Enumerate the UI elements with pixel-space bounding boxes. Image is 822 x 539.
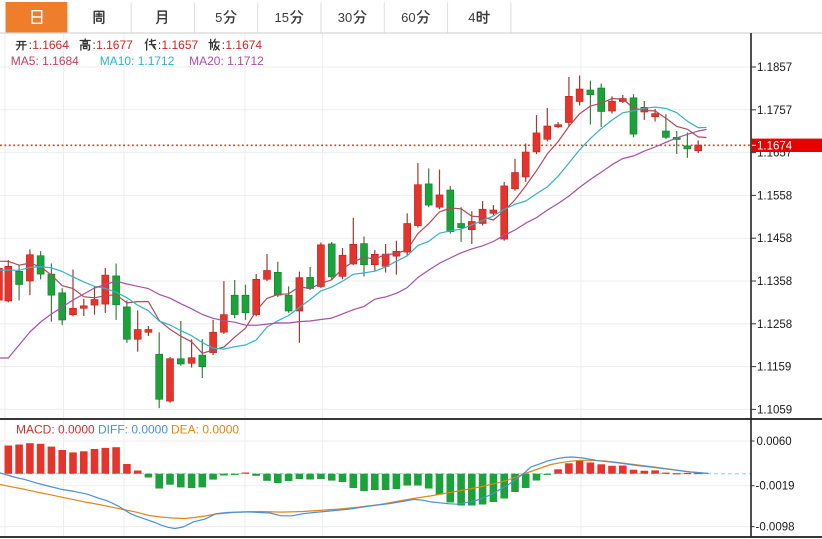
svg-text:-0.0019: -0.0019 [756, 481, 795, 493]
svg-text:-0.0098: -0.0098 [756, 522, 795, 534]
svg-text:15: 15 [275, 10, 289, 25]
svg-text::: : [222, 38, 225, 52]
svg-text:1.1258: 1.1258 [757, 319, 792, 331]
svg-text:MA20: 1.1712: MA20: 1.1712 [189, 54, 264, 68]
svg-text:DIFF: 0.0000: DIFF: 0.0000 [98, 423, 168, 437]
svg-text::: : [158, 38, 161, 52]
svg-text:1.1674: 1.1674 [757, 141, 793, 153]
svg-text:4: 4 [468, 10, 475, 25]
svg-text:60: 60 [401, 10, 415, 25]
svg-text:1.1677: 1.1677 [96, 38, 133, 52]
svg-text::: : [93, 38, 96, 52]
svg-text:1.1674: 1.1674 [225, 38, 262, 52]
svg-text::: : [29, 38, 32, 52]
svg-text:1.1857: 1.1857 [757, 62, 792, 74]
svg-text:1.1657: 1.1657 [162, 38, 199, 52]
svg-text:1.1458: 1.1458 [757, 233, 792, 245]
svg-text:1.1757: 1.1757 [757, 105, 792, 117]
svg-text:0.0060: 0.0060 [757, 436, 792, 448]
svg-text:DEA: 0.0000: DEA: 0.0000 [171, 423, 239, 437]
svg-text:1.1558: 1.1558 [757, 190, 792, 202]
svg-text:1.1159: 1.1159 [757, 362, 791, 374]
svg-text:MA10: 1.1712: MA10: 1.1712 [100, 54, 175, 68]
svg-text:5: 5 [215, 10, 222, 25]
svg-text:MACD: 0.0000: MACD: 0.0000 [16, 423, 95, 437]
svg-text:MA5: 1.1684: MA5: 1.1684 [11, 54, 79, 68]
svg-text:30: 30 [338, 10, 352, 25]
svg-text:1.1664: 1.1664 [32, 38, 69, 52]
svg-text:1.1059: 1.1059 [757, 404, 792, 416]
svg-text:1.1358: 1.1358 [757, 276, 792, 288]
